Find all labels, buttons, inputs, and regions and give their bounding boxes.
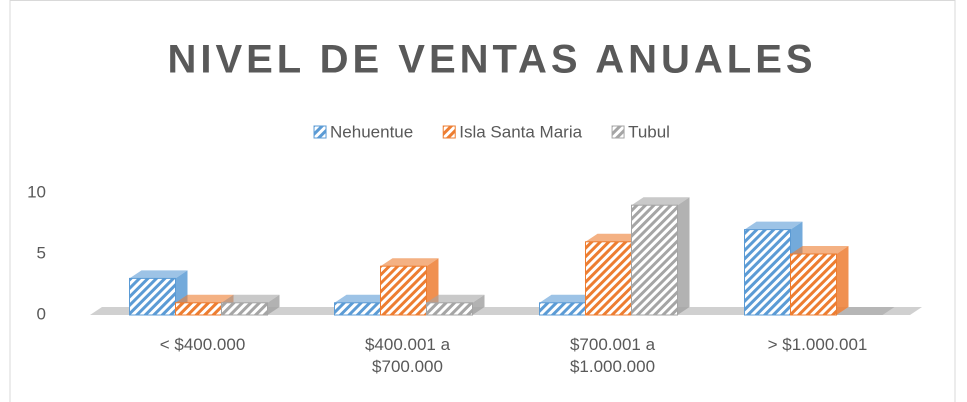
legend-item: Tubul: [611, 122, 670, 141]
bar-side: [472, 294, 485, 315]
y-tick-label: 10: [27, 182, 46, 201]
bar: [334, 302, 381, 316]
bar: [585, 241, 632, 316]
bar-side: [836, 246, 849, 315]
floor: [90, 307, 922, 315]
legend-swatch: [442, 125, 456, 139]
bar-top: [221, 294, 280, 303]
bar: [175, 302, 222, 316]
x-tick-label: > $1.000.001: [767, 335, 868, 354]
bar-top: [585, 233, 644, 242]
bar: [380, 265, 427, 316]
legend-label: Isla Santa Maria: [459, 122, 582, 141]
legend-item: Isla Santa Maria: [442, 122, 583, 141]
bar-top: [744, 221, 803, 230]
legend-item: Nehuentue: [313, 122, 413, 141]
bar-top: [836, 307, 895, 315]
bar: [426, 302, 473, 316]
bar-top: [334, 294, 393, 303]
bar-top: [426, 294, 485, 303]
x-tick-label: < $400.000: [159, 335, 246, 354]
bar: [790, 253, 837, 316]
bar-side: [267, 294, 280, 315]
bar-top: [175, 294, 234, 303]
chart-title: NIVEL DE VENTAS ANUALES: [167, 38, 816, 82]
legend-swatch: [611, 125, 625, 139]
bar-top: [129, 270, 188, 279]
bar: [221, 302, 268, 316]
legend-label: Nehuentue: [330, 122, 413, 141]
x-tick-label: $700.001 a $1.000.000: [569, 335, 656, 376]
x-tick-label: $400.001 a $700.000: [364, 335, 451, 376]
y-tick-label: 5: [37, 243, 46, 262]
bar: [129, 277, 176, 316]
bar-top: [380, 258, 439, 267]
bar: [539, 302, 586, 316]
chart-border: [9, 0, 956, 402]
bar-top: [790, 246, 849, 254]
legend-label: Tubul: [628, 122, 670, 141]
bar-top: [631, 197, 690, 206]
bar: [744, 229, 791, 316]
bar-top: [539, 294, 598, 303]
bar-side: [677, 197, 690, 315]
legend-swatch: [313, 125, 327, 139]
bar: [631, 204, 678, 316]
y-tick-label: 0: [37, 304, 46, 323]
